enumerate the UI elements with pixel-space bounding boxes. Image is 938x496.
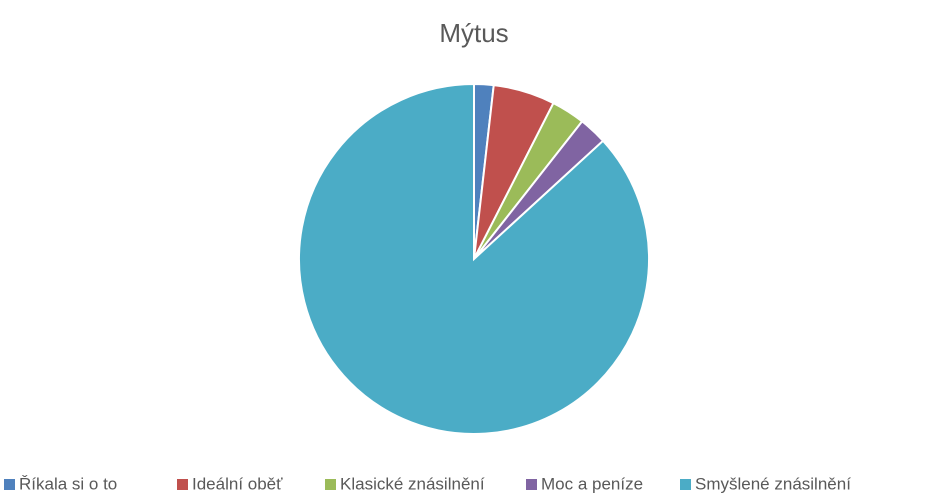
legend-label: Moc a peníze xyxy=(541,474,643,493)
legend-swatch xyxy=(177,479,188,490)
legend-swatch xyxy=(4,479,15,490)
legend-label: Smyšlené znásilnění xyxy=(695,474,851,493)
legend-swatch xyxy=(526,479,537,490)
chart-title: Mýtus xyxy=(439,18,508,48)
legend-swatch xyxy=(325,479,336,490)
legend-label: Říkala si o to xyxy=(19,474,117,493)
legend-swatch xyxy=(680,479,691,490)
legend-label: Ideální oběť xyxy=(192,474,283,493)
legend-label: Klasické znásilnění xyxy=(340,474,485,493)
pie-slice xyxy=(298,82,650,435)
